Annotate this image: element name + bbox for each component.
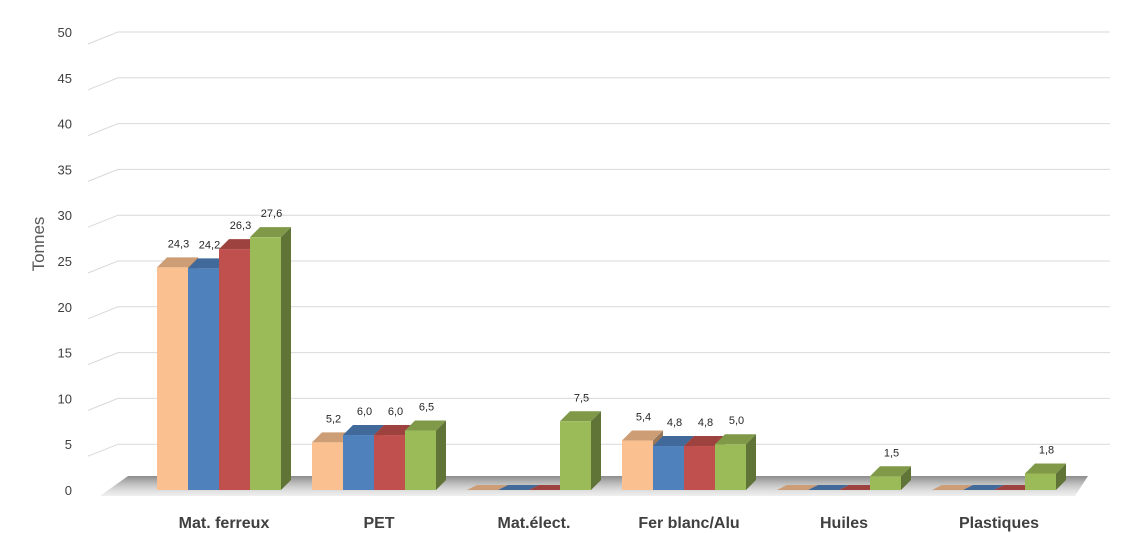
y-tick-label: 35: [58, 162, 72, 177]
data-label: 1,5: [884, 447, 899, 459]
y-tick-label: 20: [58, 300, 72, 315]
y-tick-label: 40: [58, 117, 72, 132]
data-label: 24,3: [168, 238, 189, 250]
bar: [1025, 463, 1066, 490]
y-tick-label: 45: [58, 71, 72, 86]
category-label: Fer blanc/Alu: [638, 515, 739, 532]
category-label: PET: [363, 515, 394, 532]
data-labels: 24,3 24,2 26,3 27,6 5,2 6,0 6,0 6,5 7,5 5,4 4,8 4,8…: [168, 208, 1054, 459]
y-tick-label: 15: [58, 346, 72, 361]
bar: [529, 485, 570, 490]
bar: [498, 485, 539, 490]
bar: [250, 227, 291, 490]
x-axis-categories: Mat. ferreux PET Mat.élect. Fer blanc/Alu Hu…: [179, 515, 1039, 532]
data-label: 26,3: [230, 220, 251, 232]
bar: [808, 485, 849, 490]
data-label: 4,8: [698, 417, 713, 429]
data-label: 6,0: [388, 406, 403, 418]
gridline: [87, 77, 1110, 91]
y-tick-label: 0: [65, 483, 72, 498]
data-label: 7,5: [574, 392, 589, 404]
gridline: [87, 397, 1110, 411]
data-label: 6,5: [419, 401, 434, 413]
gridline: [87, 214, 1110, 228]
bar: [560, 411, 601, 490]
category-label: Huiles: [820, 515, 868, 532]
data-label: 4,8: [667, 417, 682, 429]
category-label: Mat.élect.: [498, 515, 571, 532]
y-tick-label: 5: [65, 437, 72, 452]
data-label: 5,2: [326, 413, 341, 425]
bar: [870, 466, 911, 490]
y-tick-label: 10: [58, 391, 72, 406]
gridline: [87, 306, 1110, 320]
category-label: Mat. ferreux: [179, 515, 270, 532]
data-label: 24,2: [199, 239, 220, 251]
category-label: Plastiques: [959, 515, 1039, 532]
y-tick-label: 30: [58, 208, 72, 223]
data-label: 6,0: [357, 406, 372, 418]
data-label: 5,0: [729, 415, 744, 427]
data-label: 27,6: [261, 208, 282, 220]
gridline: [87, 260, 1110, 274]
bar: [839, 485, 880, 490]
gridline: [87, 443, 1110, 457]
bars: [157, 227, 1066, 490]
gridlines: [87, 31, 1110, 457]
bar: [715, 434, 756, 490]
y-tick-label: 25: [58, 254, 72, 269]
bar: [405, 420, 446, 490]
data-label: 1,8: [1039, 445, 1054, 457]
bar: [467, 485, 508, 490]
gridline: [87, 123, 1110, 137]
y-tick-label: 50: [58, 25, 72, 40]
bar: [932, 485, 973, 490]
gridline: [87, 31, 1110, 45]
bar: [777, 485, 818, 490]
bar: [994, 485, 1035, 490]
gridline: [87, 168, 1110, 182]
data-label: 5,4: [636, 412, 651, 424]
bar: [963, 485, 1004, 490]
y-axis-ticks: 0 5 10 15 20 25 30 35 40 45 50: [58, 25, 72, 498]
gridline: [87, 352, 1110, 366]
y-axis-label: Tonnes: [29, 217, 48, 272]
